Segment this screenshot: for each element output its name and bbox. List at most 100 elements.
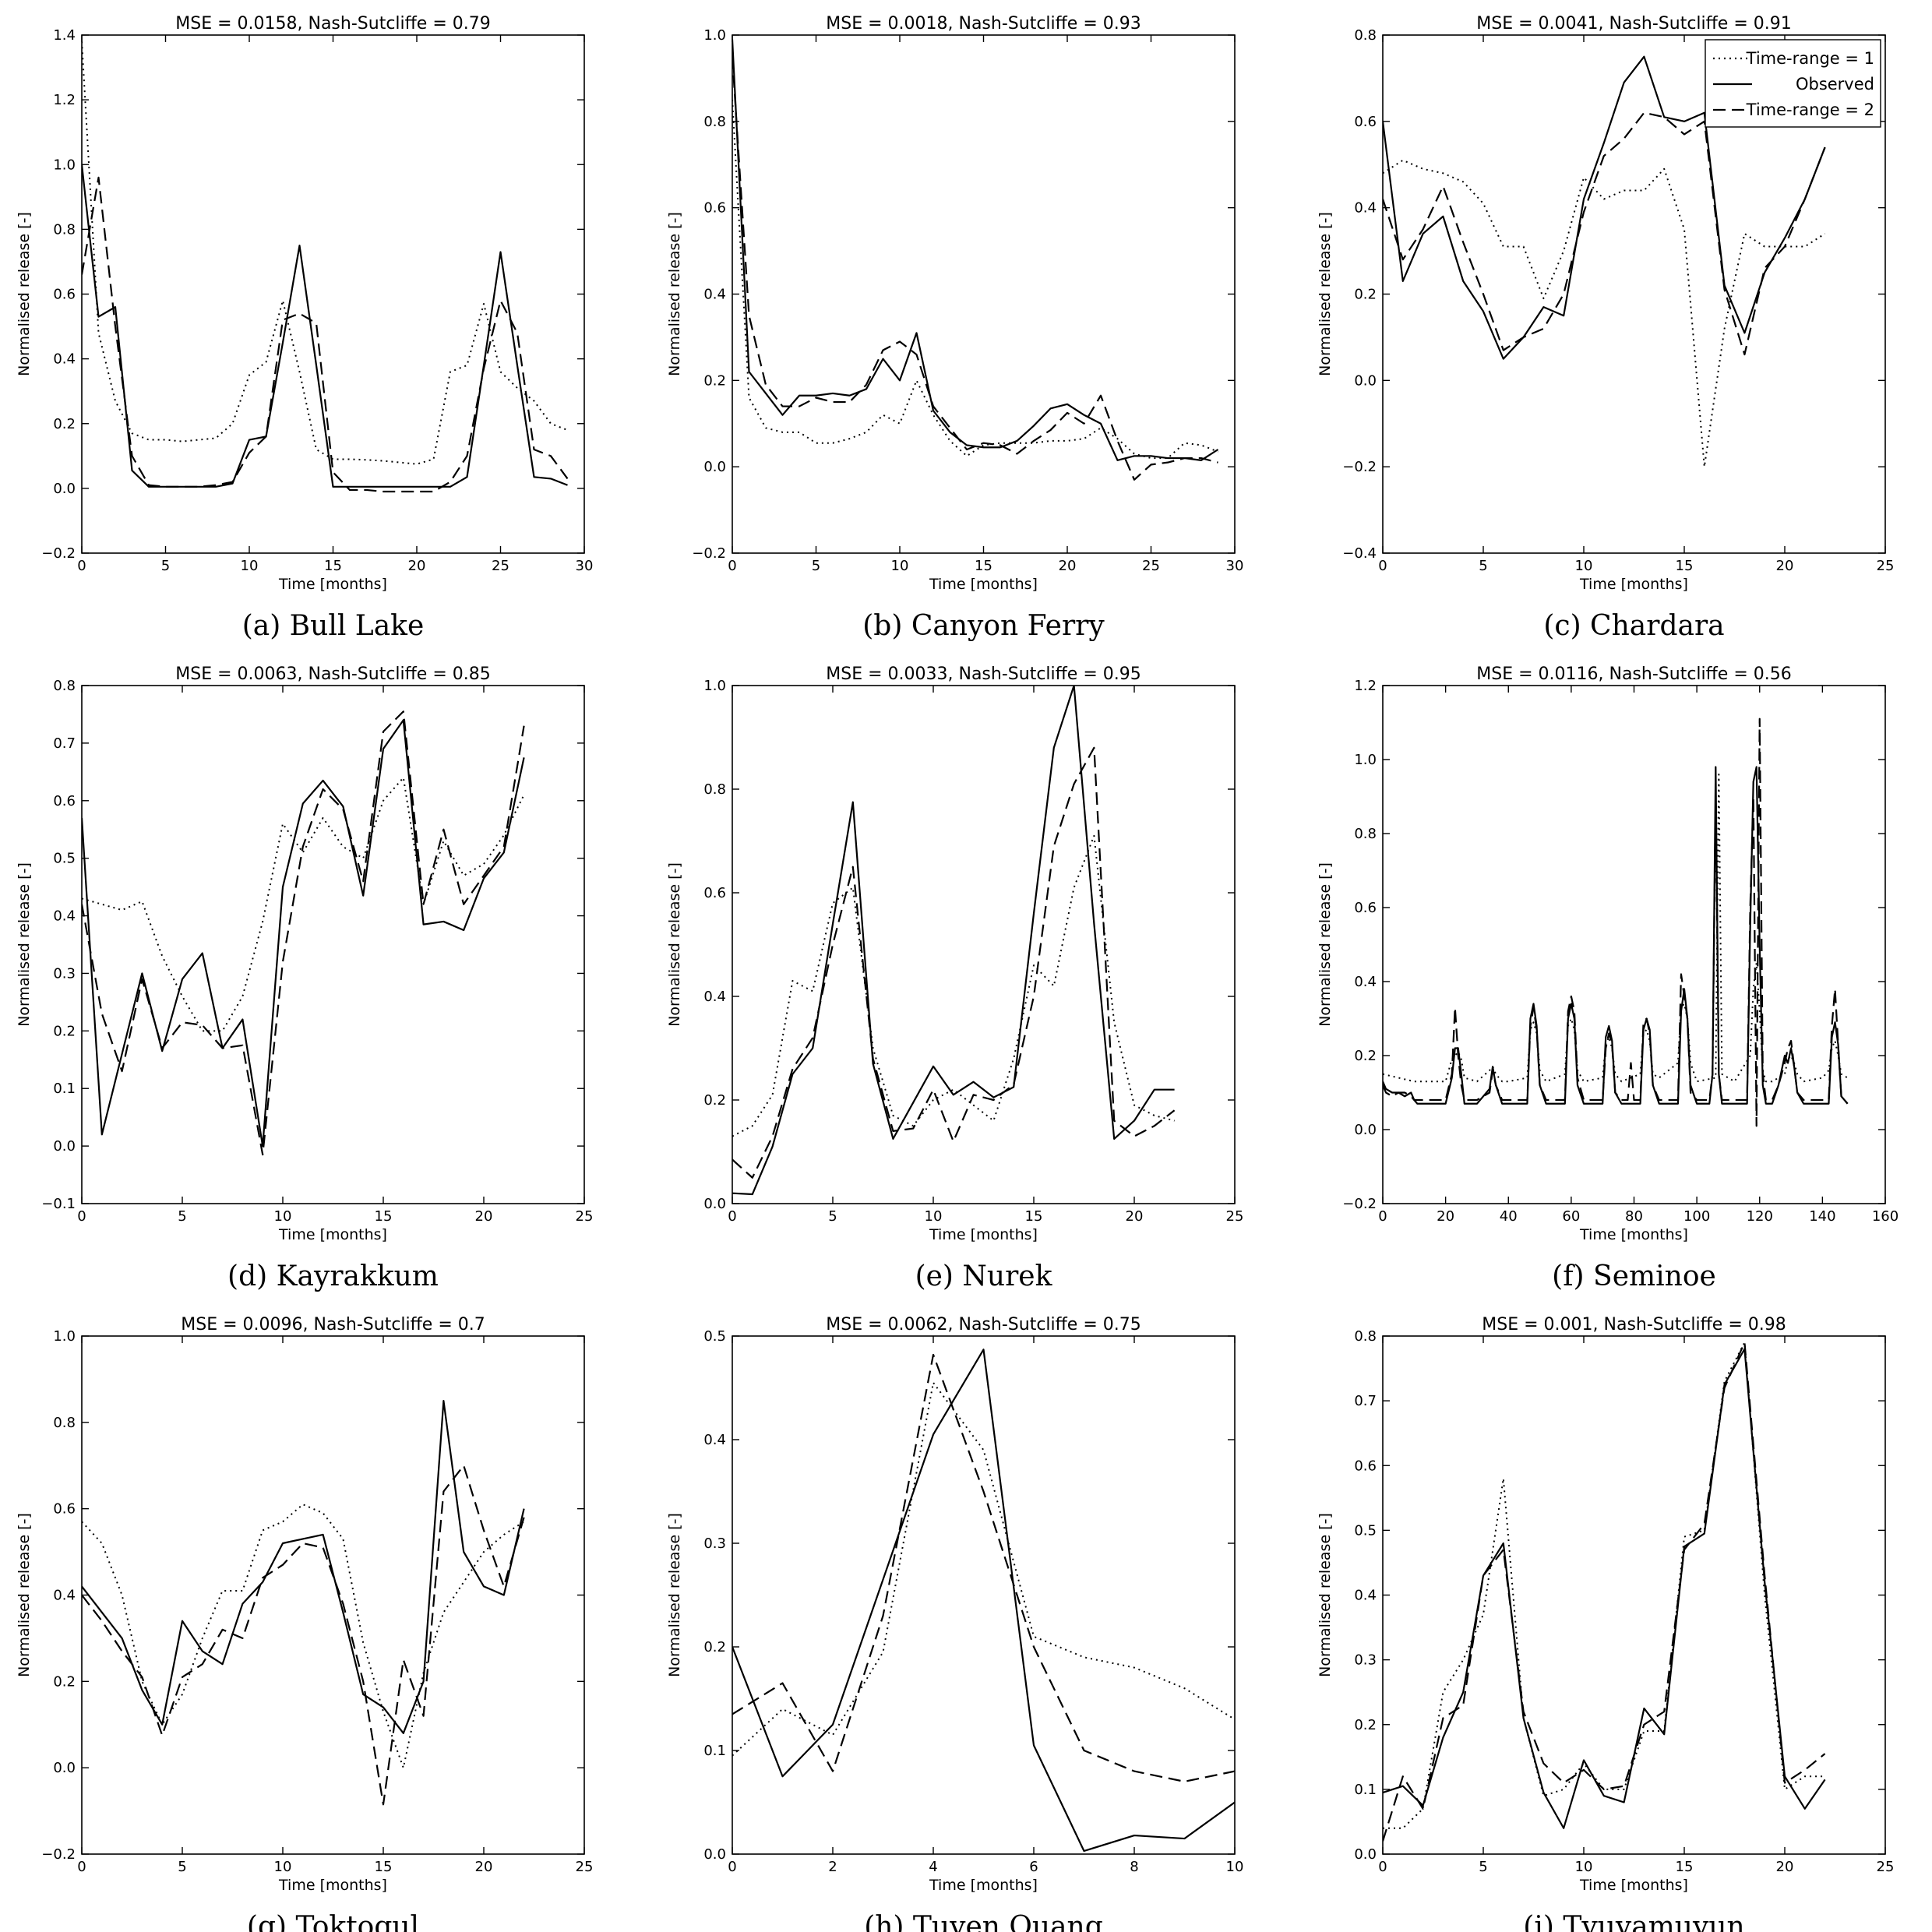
x-tick-label: 25 (1877, 558, 1895, 574)
y-tick-label: 0.2 (703, 1639, 726, 1655)
series-line-dashed (1383, 111, 1826, 356)
y-tick-label: 1.0 (53, 157, 76, 173)
panel-caption: (a) Bull Lake (242, 610, 425, 642)
plot-frame (81, 34, 585, 554)
x-tick-label: 25 (1877, 1859, 1895, 1875)
y-tick-label: 0.0 (703, 459, 726, 475)
y-tick-label: 0.1 (53, 1081, 76, 1097)
x-tick-label: 20 (1059, 558, 1077, 574)
panel-i: 0 5 10 15 20 25 0.0 0.1 0.2 0.3 0.4 0.5 0.6 0.7 0.8 MSE… (1317, 1315, 1894, 1932)
series-line-solid (1383, 1348, 1826, 1829)
x-tick-label: 5 (161, 558, 170, 574)
x-tick-label: 0 (728, 558, 736, 574)
series-line-dashed (1383, 717, 1849, 1127)
y-axis-label: Normalised release [-] (1317, 862, 1334, 1027)
y-tick-label: −0.1 (41, 1196, 76, 1212)
y-axis-label: Normalised release [-] (1317, 212, 1334, 376)
y-tick-label: 0.6 (1354, 1458, 1377, 1474)
panel-caption: (g) Toktogul (247, 1911, 419, 1932)
y-tick-label: 0.0 (703, 1846, 726, 1863)
y-tick-label: 0.4 (1354, 1588, 1377, 1604)
legend-label: Time-range = 1 (1746, 49, 1874, 68)
plot-frame (732, 34, 1236, 554)
x-tick-label: 0 (77, 558, 86, 574)
y-tick-label: 0.2 (1354, 1717, 1377, 1733)
y-tick-label: 0.3 (53, 965, 76, 982)
y-tick-label: 0.6 (53, 1501, 76, 1518)
x-axis-label: Time [months] (929, 1226, 1038, 1243)
panel-caption: (e) Nurek (915, 1260, 1053, 1292)
x-tick-label: 5 (828, 1208, 837, 1225)
x-tick-label: 5 (812, 558, 820, 574)
y-tick-label: 1.4 (53, 27, 76, 44)
x-tick-label: 6 (1029, 1859, 1038, 1875)
x-tick-label: 0 (77, 1859, 86, 1875)
y-tick-label: 0.2 (703, 372, 726, 389)
panel-caption: (d) Kayrakkum (227, 1260, 439, 1292)
y-tick-label: 0.4 (703, 989, 726, 1005)
series-line-dotted (1383, 159, 1826, 468)
x-tick-label: 20 (1776, 558, 1794, 574)
panel-caption: (f) Seminoe (1552, 1260, 1716, 1292)
x-tick-label: 10 (241, 558, 259, 574)
x-tick-label: 15 (324, 558, 342, 574)
y-tick-label: 0.8 (1354, 826, 1377, 842)
y-tick-label: 0.2 (1354, 1048, 1377, 1064)
y-axis-label: Normalised release [-] (1317, 1513, 1334, 1677)
x-tick-label: 0 (728, 1208, 736, 1225)
x-tick-label: 100 (1683, 1208, 1710, 1225)
y-tick-label: 0.8 (703, 114, 726, 130)
y-axis-label: Normalised release [-] (16, 1513, 33, 1677)
y-tick-label: 0.5 (1354, 1522, 1377, 1539)
panel-c: 0 5 10 15 20 25 −0.4 −0.2 0.0 0.2 0.4 0.6 0.8 MSE = 0… (1317, 14, 1894, 642)
series-line-dashed (1383, 1341, 1826, 1842)
x-tick-label: 10 (891, 558, 909, 574)
panel-b: 0 5 10 15 20 25 30 −0.2 0.0 0.2 0.4 0.6 0.8 1.0 MSE = … (666, 14, 1243, 642)
series-line-dotted (732, 834, 1175, 1137)
x-tick-label: 0 (728, 1859, 736, 1875)
x-axis-label: Time [months] (278, 576, 387, 593)
y-axis-label: Normalised release [-] (16, 212, 33, 376)
y-tick-label: 0.4 (53, 908, 76, 925)
chart-title: MSE = 0.0116, Nash-Sutcliffe = 0.56 (1476, 665, 1791, 684)
series-line-dashed (82, 176, 569, 493)
panel-caption: (b) Canyon Ferry (862, 610, 1105, 642)
series-line-dashed (732, 56, 1218, 481)
y-tick-label: 0.2 (53, 1673, 76, 1690)
x-tick-label: 10 (1575, 1859, 1593, 1875)
y-tick-label: 0.1 (1354, 1782, 1377, 1798)
x-axis-label: Time [months] (278, 1226, 387, 1243)
y-tick-label: 0.0 (53, 1138, 76, 1155)
chart-title: MSE = 0.0062, Nash-Sutcliffe = 0.75 (826, 1315, 1141, 1334)
series-line-dotted (1383, 774, 1849, 1083)
plot-frame (81, 685, 585, 1204)
chart-title: MSE = 0.0018, Nash-Sutcliffe = 0.93 (826, 14, 1141, 33)
x-tick-label: 10 (1575, 558, 1593, 574)
plot-frame (732, 685, 1236, 1204)
x-tick-label: 5 (178, 1859, 186, 1875)
series-line-dashed (732, 746, 1176, 1179)
y-tick-label: 0.8 (53, 221, 76, 238)
series-line-solid (82, 719, 525, 1148)
y-tick-label: 0.4 (1354, 200, 1377, 217)
x-tick-label: 120 (1747, 1208, 1773, 1225)
y-tick-label: 0.2 (1354, 287, 1377, 303)
series-line-solid (82, 164, 568, 488)
y-tick-label: 0.4 (703, 287, 726, 303)
y-tick-label: 0.2 (53, 1023, 76, 1039)
y-tick-label: 1.2 (53, 92, 76, 108)
x-tick-label: 5 (1479, 558, 1487, 574)
series-line-solid (732, 1349, 1235, 1853)
y-tick-label: 0.0 (1354, 1122, 1377, 1138)
x-tick-label: 25 (1226, 1208, 1244, 1225)
y-tick-label: 0.6 (703, 885, 726, 901)
panel-caption: (c) Chardara (1543, 610, 1724, 642)
x-tick-label: 20 (408, 558, 426, 574)
y-tick-label: 0.5 (703, 1328, 726, 1345)
legend: Time-range = 1 Observed Time-range = 2 (1705, 39, 1881, 128)
x-tick-label: 5 (1479, 1859, 1487, 1875)
x-tick-label: 10 (274, 1859, 292, 1875)
y-tick-label: 1.0 (1354, 752, 1377, 768)
x-tick-label: 80 (1625, 1208, 1643, 1225)
y-axis-label: Normalised release [-] (666, 212, 683, 376)
